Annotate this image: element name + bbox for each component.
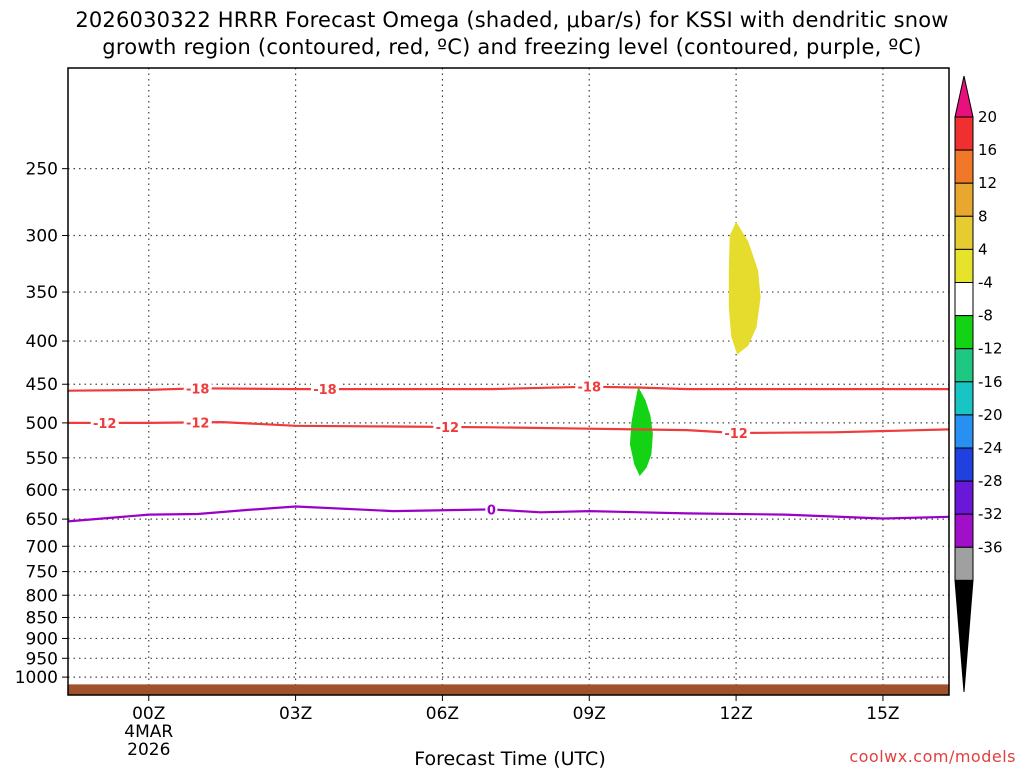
colorbar-segment (954, 447, 974, 482)
isotherm-minus-18-label: -18 (313, 383, 337, 398)
plot-area: -18 -18 -18 -12 -12 -12 -12 0 (67, 67, 950, 696)
x-tick-label: 06Z (426, 704, 459, 724)
y-tick-label: 700 (26, 537, 58, 557)
colorbar-bottom-arrow (954, 579, 974, 693)
omega-layer (629, 221, 761, 476)
y-tick-label: 850 (26, 608, 58, 628)
y-tick-label: 550 (26, 449, 58, 469)
colorbar-segment (954, 348, 974, 383)
colorbar-label: 4 (978, 240, 988, 258)
colorbar-segment (954, 546, 974, 581)
colorbar-segment (954, 215, 974, 250)
terrain-band (68, 684, 949, 695)
colorbar-segment (954, 116, 974, 151)
isotherm-minus-12-label-bg (722, 426, 751, 441)
isotherm-zero-label-bg (485, 502, 498, 517)
x-tick-year-label: 2026 (127, 740, 170, 760)
colorbar-label: -20 (978, 406, 1003, 424)
omega-area-green (629, 386, 653, 476)
y-tick-label: 650 (26, 510, 58, 530)
y-tick-label: 600 (26, 481, 58, 501)
colorbar-top-arrow (954, 75, 974, 118)
colorbar-segment (954, 315, 974, 350)
y-tick-label: 300 (26, 227, 58, 247)
x-axis-title: Forecast Time (UTC) (414, 748, 605, 768)
colorbar-label: -12 (978, 340, 1003, 358)
isotherm-minus-12-label: -12 (724, 427, 748, 442)
isotherm-minus-12-label: -12 (436, 421, 460, 436)
colorbar-label: -36 (978, 538, 1003, 556)
colorbar-label: -24 (978, 439, 1003, 457)
colorbar-segment (954, 248, 974, 283)
colorbar-label: 16 (978, 141, 997, 159)
x-tick-label: 00Z (132, 704, 165, 724)
colorbar-segment (954, 480, 974, 515)
x-tick-label: 12Z (719, 704, 752, 724)
isotherm-minus-12-label: -12 (186, 416, 210, 431)
isotherm-minus-18-label: -18 (578, 381, 602, 396)
y-tick-label: 450 (26, 375, 58, 395)
colorbar-label: -32 (978, 505, 1003, 523)
colorbar-segment (954, 282, 974, 317)
y-tick-label: 900 (26, 629, 58, 649)
isotherm-minus-12-label-bg (183, 415, 212, 430)
colorbar-label: -16 (978, 373, 1003, 391)
colorbar-label: 20 (978, 108, 997, 126)
colorbar-label: 8 (978, 207, 988, 225)
y-tick-label: 250 (26, 160, 58, 180)
isotherm-minus-18-label-bg (310, 382, 339, 397)
y-tick-label: 350 (26, 283, 58, 303)
chart-title-line-2: growth region (contoured, red, ºC) and f… (102, 35, 921, 59)
x-tick-label: 15Z (866, 704, 899, 724)
colorbar: 20 16 12 8 4 -4 -8 -12 -16 -20 -24 -28 -32 -36 (954, 75, 1003, 693)
y-tick-label: 950 (26, 649, 58, 669)
y-tick-label: 500 (26, 414, 58, 434)
y-tick-label: 400 (26, 332, 58, 352)
x-tick-label: 09Z (573, 704, 606, 724)
isotherm-minus-12-label-bg (433, 419, 462, 434)
isotherm-minus-12-label-bg (90, 415, 119, 430)
terrain-layer (68, 684, 949, 695)
isotherm-minus-18-label-bg (575, 379, 604, 394)
colorbar-label: -28 (978, 472, 1003, 490)
x-tick-label: 03Z (279, 704, 312, 724)
colorbar-segment (954, 149, 974, 184)
contour-layer: -18 -18 -18 -12 -12 -12 -12 0 (67, 379, 950, 523)
colorbar-segment (954, 381, 974, 416)
colorbar-label: 12 (978, 174, 997, 192)
credit-text: coolwx.com/models (849, 747, 1016, 766)
isotherm-minus-18-label: -18 (186, 382, 210, 397)
isotherm-minus-18-label-bg (183, 381, 212, 396)
colorbar-segment (954, 182, 974, 217)
isotherm-minus-18-line (67, 385, 949, 392)
colorbar-label: -8 (978, 307, 993, 325)
y-tick-label: 1000 (15, 668, 58, 688)
isotherm-minus-12-label: -12 (93, 417, 117, 432)
y-tick-label: 750 (26, 563, 58, 583)
chart-title-line-1: 2026030322 HRRR Forecast Omega (shaded, … (75, 8, 948, 32)
x-tick-date-label: 4MAR (124, 722, 173, 742)
y-tick-label: 800 (26, 586, 58, 606)
colorbar-segment (954, 513, 974, 548)
omega-area-yellow (728, 221, 761, 355)
y-axis: 2503003504004505005506006507007508008509… (15, 160, 68, 688)
plot-frame (67, 67, 950, 696)
colorbar-segment (954, 414, 974, 449)
grid-layer (68, 68, 949, 695)
isotherm-zero-label: 0 (487, 503, 496, 518)
plot-background (68, 68, 949, 695)
colorbar-label: -4 (978, 274, 993, 292)
